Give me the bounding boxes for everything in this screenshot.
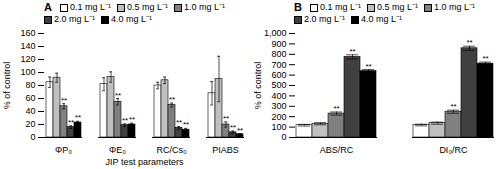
svg-text:**: ** bbox=[169, 95, 175, 104]
svg-text:**: ** bbox=[365, 62, 371, 71]
svg-text:**: ** bbox=[482, 54, 488, 63]
svg-text:800: 800 bbox=[271, 49, 286, 59]
svg-text:200: 200 bbox=[271, 112, 286, 122]
svg-text:900: 900 bbox=[271, 39, 286, 49]
svg-text:% of control: % of control bbox=[2, 62, 12, 110]
svg-text:**: ** bbox=[183, 120, 189, 129]
svg-text:**: ** bbox=[68, 118, 74, 127]
svg-text:**: ** bbox=[129, 115, 135, 124]
svg-text:DI₀/RC: DI₀/RC bbox=[439, 145, 468, 155]
svg-text:**: ** bbox=[333, 104, 339, 113]
svg-text:**: ** bbox=[230, 123, 236, 132]
html-text:0.5 mg L⁻¹: 0.5 mg L⁻¹ bbox=[377, 2, 418, 12]
svg-text:300: 300 bbox=[271, 101, 286, 111]
svg-text:ABS/RC: ABS/RC bbox=[320, 145, 354, 155]
svg-text:400: 400 bbox=[271, 91, 286, 101]
svg-text:JIP test parameters: JIP test parameters bbox=[106, 157, 184, 167]
svg-text:40: 40 bbox=[25, 106, 35, 116]
html-text:1.0 mg L⁻¹: 1.0 mg L⁻¹ bbox=[434, 2, 475, 12]
html-text:B: B bbox=[294, 1, 302, 13]
html-text:0.5 mg L⁻¹: 0.5 mg L⁻¹ bbox=[127, 2, 168, 12]
svg-text:1,000: 1,000 bbox=[264, 28, 287, 38]
svg-text:**: ** bbox=[176, 118, 182, 127]
svg-text:ΦE₀: ΦE₀ bbox=[109, 145, 126, 155]
svg-text:100: 100 bbox=[271, 122, 286, 132]
svg-text:80: 80 bbox=[25, 80, 35, 90]
svg-text:**: ** bbox=[61, 96, 67, 105]
svg-text:60: 60 bbox=[25, 93, 35, 103]
html-text:A: A bbox=[44, 1, 52, 13]
html-text:0.1 mg L⁻¹: 0.1 mg L⁻¹ bbox=[320, 2, 361, 12]
svg-text:100: 100 bbox=[20, 67, 35, 77]
svg-text:**: ** bbox=[450, 102, 456, 111]
svg-text:0: 0 bbox=[30, 132, 35, 142]
html-text:4.0 mg L⁻¹: 4.0 mg L⁻¹ bbox=[361, 14, 403, 24]
svg-text:**: ** bbox=[115, 91, 121, 100]
svg-text:**: ** bbox=[223, 114, 229, 123]
svg-text:**: ** bbox=[237, 126, 243, 135]
svg-text:ΦP₀: ΦP₀ bbox=[55, 145, 72, 155]
svg-text:120: 120 bbox=[20, 54, 35, 64]
svg-text:160: 160 bbox=[20, 28, 35, 38]
svg-text:**: ** bbox=[349, 47, 355, 56]
html-text:4.0 mg L⁻¹: 4.0 mg L⁻¹ bbox=[111, 14, 153, 24]
svg-text:**: ** bbox=[75, 113, 81, 122]
svg-text:RC/Cs₀: RC/Cs₀ bbox=[156, 145, 186, 155]
svg-text:PIABS: PIABS bbox=[212, 145, 239, 155]
svg-text:**: ** bbox=[466, 38, 472, 47]
svg-text:500: 500 bbox=[271, 80, 286, 90]
svg-text:700: 700 bbox=[271, 60, 286, 70]
svg-text:600: 600 bbox=[271, 70, 286, 80]
svg-text:% of control: % of control bbox=[253, 62, 263, 110]
svg-text:140: 140 bbox=[20, 41, 35, 51]
svg-text:0: 0 bbox=[281, 132, 286, 142]
svg-text:**: ** bbox=[122, 116, 128, 125]
html-text:0.1 mg L⁻¹: 0.1 mg L⁻¹ bbox=[70, 2, 111, 12]
html-text:1.0 mg L⁻¹: 1.0 mg L⁻¹ bbox=[184, 2, 225, 12]
svg-text:20: 20 bbox=[25, 119, 35, 129]
html-text:2.0 mg L⁻¹: 2.0 mg L⁻¹ bbox=[304, 14, 345, 24]
html-text:2.0 mg L⁻¹: 2.0 mg L⁻¹ bbox=[54, 14, 95, 24]
